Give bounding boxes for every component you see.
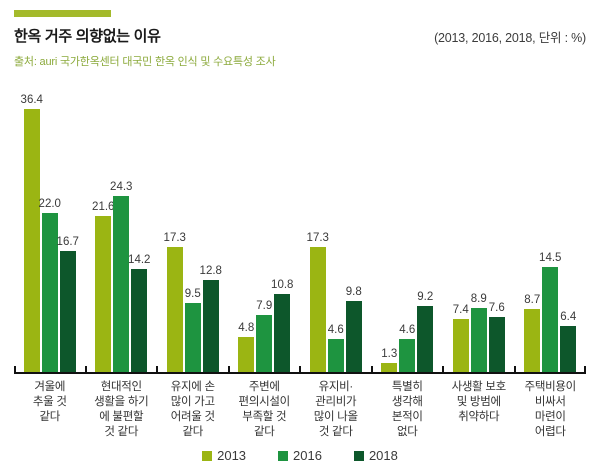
category-label: 겨울에 추울 것 같다 — [32, 381, 67, 423]
axis-tick — [14, 366, 16, 372]
unit-note: (2013, 2016, 2018, 단위 : %) — [434, 31, 586, 45]
bar-2018: 7.6 — [488, 302, 505, 372]
category-label: 특별히 생각해 본적이 없다 — [391, 381, 423, 438]
category-label: 사생활 보호 및 방범에 취약하다 — [451, 381, 507, 423]
axis-tick — [227, 366, 230, 372]
bar-value-label: 14.2 — [128, 254, 151, 266]
legend-item-2016: 2016 — [278, 448, 322, 463]
bar-2013: 36.4 — [21, 94, 43, 372]
axis-tick — [513, 366, 516, 372]
bar-2018: 10.8 — [271, 279, 293, 372]
bar-2018: 16.7 — [57, 236, 79, 372]
plot-area: 36.4 22.0 16.7 21.6 24.3 14.2 17.3 9.5 12.8 4.8 7.… — [14, 94, 586, 374]
axis-tick — [156, 366, 158, 372]
bar-value-label: 16.7 — [56, 236, 79, 248]
legend-item-2018: 2018 — [353, 448, 398, 463]
category-label: 주변에 편의시설이 부족할 것 같다 — [238, 381, 291, 438]
legend-label: 2016 — [293, 448, 322, 463]
axis-tick — [442, 366, 444, 372]
legend-label: 2018 — [368, 448, 398, 463]
bar-2013: 21.6 — [92, 201, 114, 372]
bar-group: 21.6 24.3 14.2 — [86, 94, 158, 372]
bar-value-label: 4.6 — [399, 324, 416, 336]
bar-2016: 4.6 — [327, 324, 344, 372]
axis-tick — [370, 366, 373, 372]
bar-value-label: 9.2 — [417, 291, 434, 303]
legend-item-2013: 2013 — [202, 448, 246, 463]
bar-value-label: 9.5 — [184, 288, 201, 300]
bar-value-label: 7.4 — [452, 304, 469, 316]
category-label: 현대적인 생활을 하기 에 불편할 것 같다 — [94, 381, 149, 438]
bar-2013: 4.8 — [238, 322, 255, 372]
source-note: 출처: auri 국가한옥센터 대국민 한옥 인식 및 수요특성 조사 — [14, 56, 276, 68]
bar-group: 8.7 14.5 6.4 — [515, 94, 587, 372]
bar-2016: 14.5 — [539, 252, 561, 372]
axis-tick — [584, 366, 586, 372]
legend-label: 2013 — [217, 448, 247, 463]
bar-value-label: 6.4 — [560, 311, 577, 323]
category-labels-row: 겨울에 추울 것 같다 현대적인 생활을 하기 에 불편할 것 같다 유지에 손 많이 가고 어려… — [14, 380, 586, 440]
bar-value-label: 7.9 — [256, 300, 273, 312]
bar-2016: 4.6 — [399, 324, 416, 372]
bar-group: 36.4 22.0 16.7 — [14, 94, 86, 372]
bar-2013: 7.4 — [452, 304, 469, 372]
legend-swatch-2016 — [278, 450, 289, 461]
axis-tick — [84, 366, 87, 372]
bar-group: 17.3 9.5 12.8 — [157, 94, 229, 372]
bar-2018: 9.2 — [417, 291, 434, 372]
bar-value-label: 10.8 — [271, 279, 294, 291]
bar-value-label: 24.3 — [110, 181, 133, 193]
title-row: 한옥 거주 의향없는 이유 (2013, 2016, 2018, 단위 : %) — [14, 25, 586, 46]
bar-2016: 8.9 — [470, 293, 487, 372]
bar-group: 7.4 8.9 7.6 — [443, 94, 515, 372]
bar-2018: 6.4 — [560, 311, 577, 372]
legend-swatch-2013 — [202, 450, 213, 461]
chart-title: 한옥 거주 의향없는 이유 — [14, 28, 161, 45]
axis-tick — [299, 366, 301, 372]
bar-chart: 36.4 22.0 16.7 21.6 24.3 14.2 17.3 9.5 12.8 4.8 7.… — [14, 94, 586, 463]
bar-2013: 8.7 — [524, 294, 541, 372]
legend-swatch-2018 — [353, 450, 364, 461]
accent-bar — [14, 10, 111, 17]
bar-value-label: 22.0 — [38, 198, 61, 210]
bar-value-label: 1.3 — [381, 348, 398, 360]
bar-value-label: 36.4 — [20, 94, 43, 106]
bar-value-label: 9.8 — [345, 286, 362, 298]
bar-value-label: 17.3 — [306, 232, 329, 244]
category-label: 유지에 손 많이 가고 어려울 것 같다 — [170, 381, 215, 438]
bar-value-label: 8.9 — [470, 293, 487, 305]
bar-2016: 22.0 — [39, 198, 61, 372]
bar-2018: 9.8 — [345, 286, 362, 372]
bar-group: 1.3 4.6 9.2 — [372, 94, 444, 372]
bar-group: 4.8 7.9 10.8 — [229, 94, 301, 372]
bar-2016: 24.3 — [110, 181, 132, 372]
bar-value-label: 7.6 — [488, 302, 505, 314]
bar-2013: 17.3 — [307, 232, 329, 372]
bar-2013: 1.3 — [381, 348, 398, 372]
category-label: 유지비· 관리비가 많이 나올 것 같다 — [313, 381, 358, 438]
bar-value-label: 4.8 — [238, 322, 255, 334]
bar-value-label: 8.7 — [524, 294, 541, 306]
bar-2018: 12.8 — [200, 265, 222, 372]
bar-value-label: 17.3 — [163, 232, 186, 244]
bar-value-label: 4.6 — [327, 324, 344, 336]
legend: 2013 2016 2018 — [14, 448, 586, 463]
bar-2013: 17.3 — [164, 232, 186, 372]
bar-value-label: 14.5 — [539, 252, 562, 264]
bar-value-label: 21.6 — [92, 201, 115, 213]
bar-group: 17.3 4.6 9.8 — [300, 94, 372, 372]
bar-2016: 7.9 — [256, 300, 273, 372]
bar-2018: 14.2 — [128, 254, 150, 372]
bar-value-label: 12.8 — [199, 265, 222, 277]
bar-2016: 9.5 — [184, 288, 201, 372]
category-label: 주택비용이 비싸서 마련이 어렵다 — [524, 381, 577, 438]
